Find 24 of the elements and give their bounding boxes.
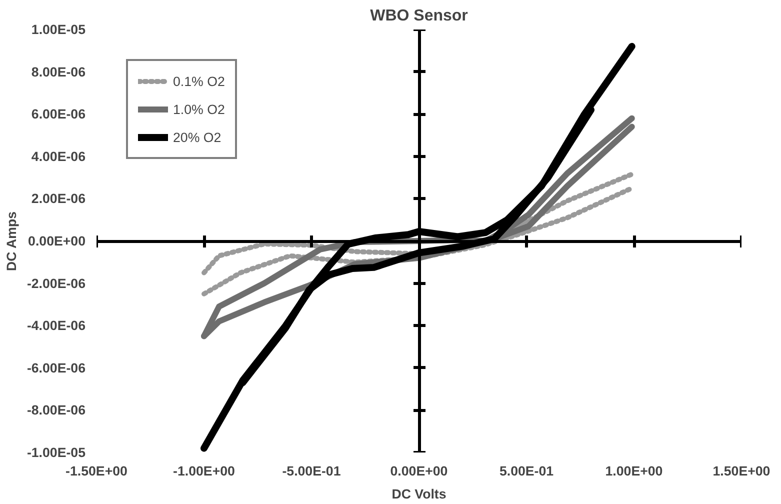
x-tick-label: 1.50E+00 [712,464,770,478]
x-axis-title: DC Volts [392,486,446,502]
x-tick-label: 0.00E+00 [390,464,448,478]
y-tick-label: -8.00E-06 [26,402,86,418]
y-tick-label: 6.00E-06 [31,106,86,122]
y-tick-label: -4.00E-06 [26,318,86,334]
y-tick-label: -1.00E-05 [26,445,86,460]
y-tick-label: 8.00E-06 [31,64,86,80]
y-tick-label: -2.00E-06 [26,276,86,291]
x-tick-label: -5.00E-01 [282,464,342,478]
chart-title: WBO Sensor [370,8,468,24]
x-tick-label: 1.00E+00 [605,464,663,478]
x-tick-label: -1.50E+00 [66,464,128,478]
y-tick-label: 4.00E-06 [31,148,86,164]
y-tick-label: 2.00E-06 [31,191,86,206]
legend-label: 0.1% O2 [173,74,225,88]
x-tick-label: 5.00E-01 [499,464,554,478]
y-tick-label: 1.00E-05 [31,22,86,37]
legend-label: 1.0% O2 [173,102,225,116]
y-tick-label: 0.00E+00 [28,234,86,248]
y-tick-label: -6.00E-06 [26,360,86,376]
x-tick-label: -1.00E+00 [173,464,235,478]
y-axis-title: DC Amps [4,211,19,271]
legend-label: 20% O2 [173,130,222,144]
